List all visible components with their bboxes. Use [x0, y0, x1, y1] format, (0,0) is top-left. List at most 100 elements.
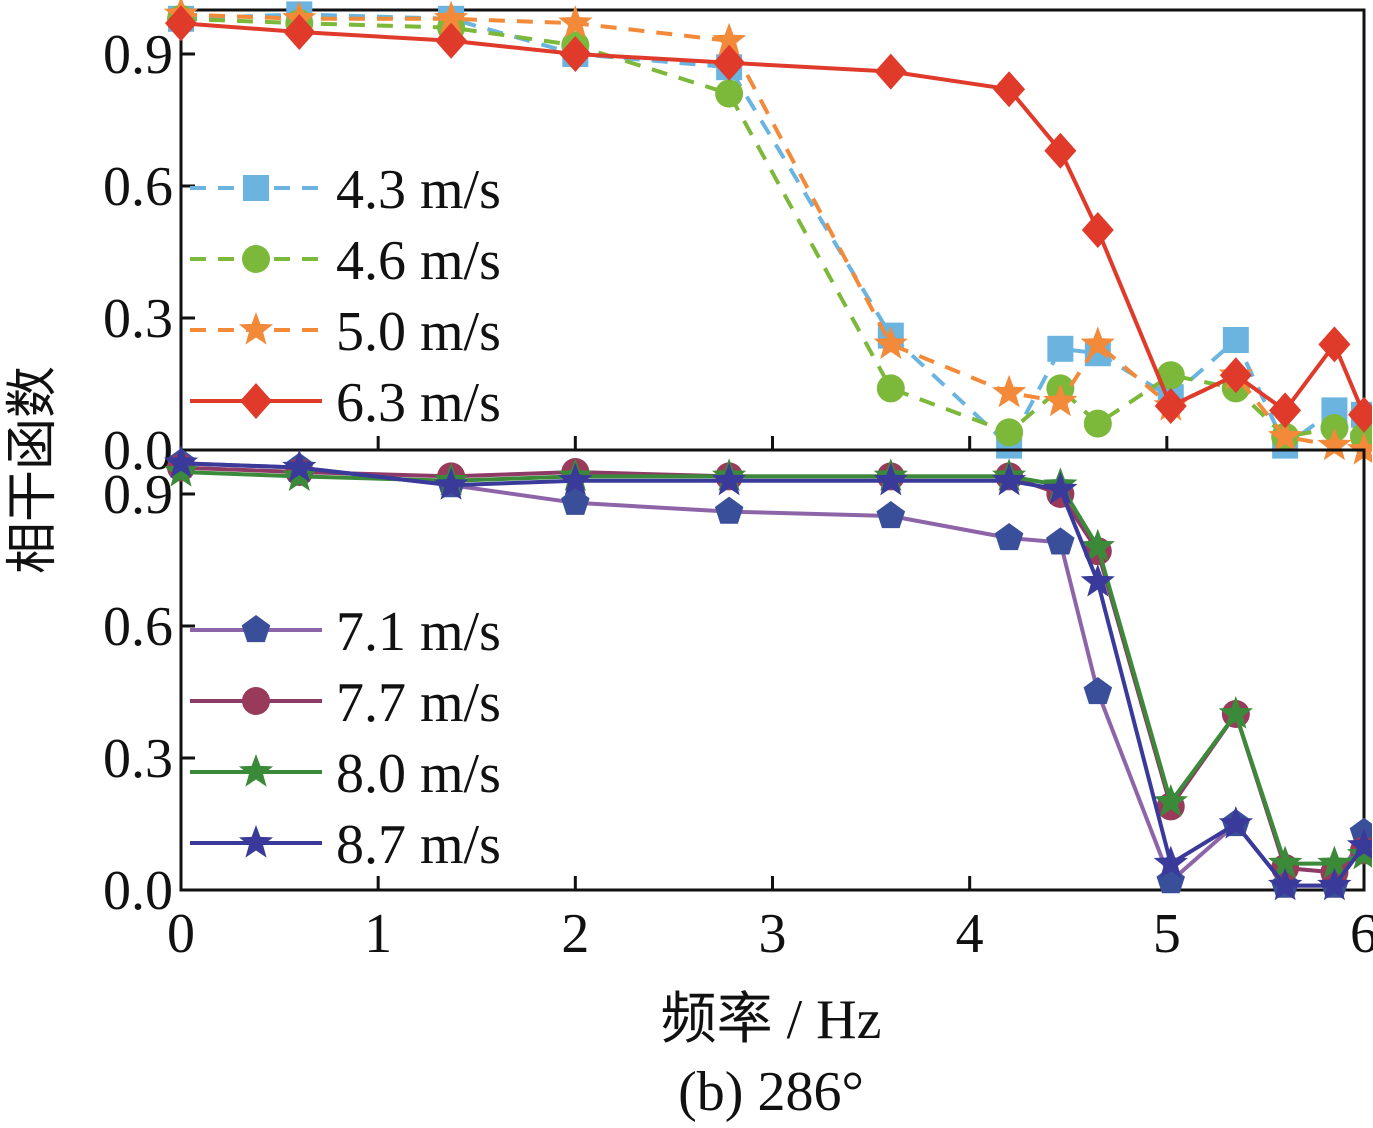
data-point: [559, 36, 592, 72]
data-point: [1346, 432, 1372, 465]
series-line: [180, 12, 1365, 452]
legend-label: 8.7 m/s: [336, 814, 501, 876]
data-point: [873, 326, 908, 359]
x-tick-label: 0: [167, 903, 195, 965]
data-point: [995, 418, 1024, 447]
data-point: [283, 14, 316, 50]
y-axis-title: 相干函数: [3, 366, 63, 574]
data-point: [993, 71, 1026, 108]
legend: 4.3 m/s 4.6 m/s 5.0 m/s 6.3 m/s: [190, 159, 501, 434]
data-point: [1080, 528, 1115, 562]
data-point: [1081, 212, 1114, 248]
legend-label: 4.6 m/s: [336, 230, 501, 292]
legend-marker: [238, 825, 274, 858]
legend-label: 7.7 m/s: [336, 672, 501, 734]
data-point: [1153, 784, 1188, 817]
data-point: [1080, 564, 1115, 597]
y-tick-label: 0.6: [103, 156, 173, 218]
data-point: [873, 462, 908, 496]
data-point: [282, 449, 317, 483]
legend-marker: [241, 615, 271, 643]
x-tick-label: 4: [956, 903, 984, 965]
data-point: [163, 445, 199, 478]
data-point: [714, 496, 744, 524]
data-point: [434, 467, 469, 500]
legend-label: 5.0 m/s: [336, 301, 501, 363]
x-tick-label: 2: [561, 903, 589, 965]
data-point: [876, 501, 906, 529]
data-point: [1154, 388, 1187, 424]
plot-area: [163, 0, 1372, 465]
x-tick-label: 5: [1153, 903, 1181, 965]
y-tick-label: 0.6: [103, 596, 173, 658]
legend-marker: [240, 383, 272, 419]
data-point: [1218, 696, 1253, 729]
data-point: [1348, 396, 1372, 433]
y-tick-label: 0.9: [103, 24, 173, 86]
data-point: [994, 523, 1024, 551]
data-point: [435, 22, 468, 59]
data-point: [1218, 806, 1253, 839]
data-point: [1153, 845, 1188, 879]
x-tick-label: 1: [364, 903, 392, 965]
legend-label: 4.3 m/s: [336, 159, 501, 221]
data-point: [561, 487, 590, 515]
y-tick-label: 0.0: [103, 420, 173, 482]
x-tick-label: 3: [759, 903, 787, 965]
data-point: [992, 374, 1027, 408]
data-point: [874, 53, 907, 90]
y-tick-label: 0.9: [103, 464, 173, 526]
legend-label: 7.1 m/s: [336, 601, 501, 663]
data-point: [1043, 471, 1078, 505]
series-line: [180, 12, 1365, 448]
data-point: [712, 22, 747, 56]
y-tick-label: 0.3: [103, 288, 173, 350]
data-point: [165, 5, 197, 42]
legend-label: 8.0 m/s: [336, 743, 501, 805]
top-panel: 0.0 0.3 0.6 0.9 4.3 m/s 4.6 m/s 5.0 m/s 6.3 m/s: [103, 0, 1372, 482]
data-point: [1317, 427, 1352, 461]
data-point: [1219, 357, 1252, 394]
data-point: [1268, 418, 1303, 452]
data-point: [1047, 335, 1074, 362]
data-point: [1080, 326, 1115, 359]
legend-label: 6.3 m/s: [336, 372, 501, 434]
data-point: [1346, 828, 1372, 861]
data-point: [713, 44, 746, 81]
data-point: [1317, 845, 1352, 879]
series-line: [180, 461, 1366, 888]
figure-caption: (b) 286°: [678, 1061, 864, 1123]
y-tick-label: 0.3: [103, 728, 173, 790]
data-point: [1156, 361, 1185, 390]
series-line: [180, 470, 1365, 866]
legend-marker: [238, 312, 274, 345]
legend-marker: [243, 175, 269, 201]
data-point: [1269, 392, 1302, 429]
data-point: [1046, 527, 1075, 555]
legend-marker: [242, 245, 270, 273]
data-point: [712, 462, 747, 496]
legend-marker: [242, 687, 270, 715]
legend-marker: [238, 754, 274, 787]
data-point: [1043, 383, 1078, 417]
data-point: [1044, 132, 1077, 169]
data-point: [1222, 327, 1249, 353]
data-point: [558, 462, 593, 496]
data-point: [715, 79, 744, 108]
data-point: [876, 374, 905, 403]
y-tick-label: 0.0: [103, 860, 173, 922]
bottom-panel: 0.0 0.3 0.6 0.9 0 1 2 3 4 5 6 7.1 m/s 7.7 m/s 8.0 m/s…: [103, 445, 1373, 965]
data-point: [1268, 867, 1303, 901]
x-axis-title: 频率 / Hz: [661, 989, 882, 1051]
x-tick-label: 6: [1350, 903, 1373, 965]
data-point: [1317, 867, 1352, 901]
data-point: [434, 0, 469, 34]
data-point: [1268, 845, 1303, 879]
data-point: [1083, 409, 1112, 438]
series-line: [180, 465, 1366, 875]
data-point: [992, 462, 1027, 496]
legend: 7.1 m/s 7.7 m/s 8.0 m/s 8.7 m/s: [190, 601, 501, 876]
data-point: [1318, 326, 1351, 363]
data-point: [1083, 677, 1113, 705]
